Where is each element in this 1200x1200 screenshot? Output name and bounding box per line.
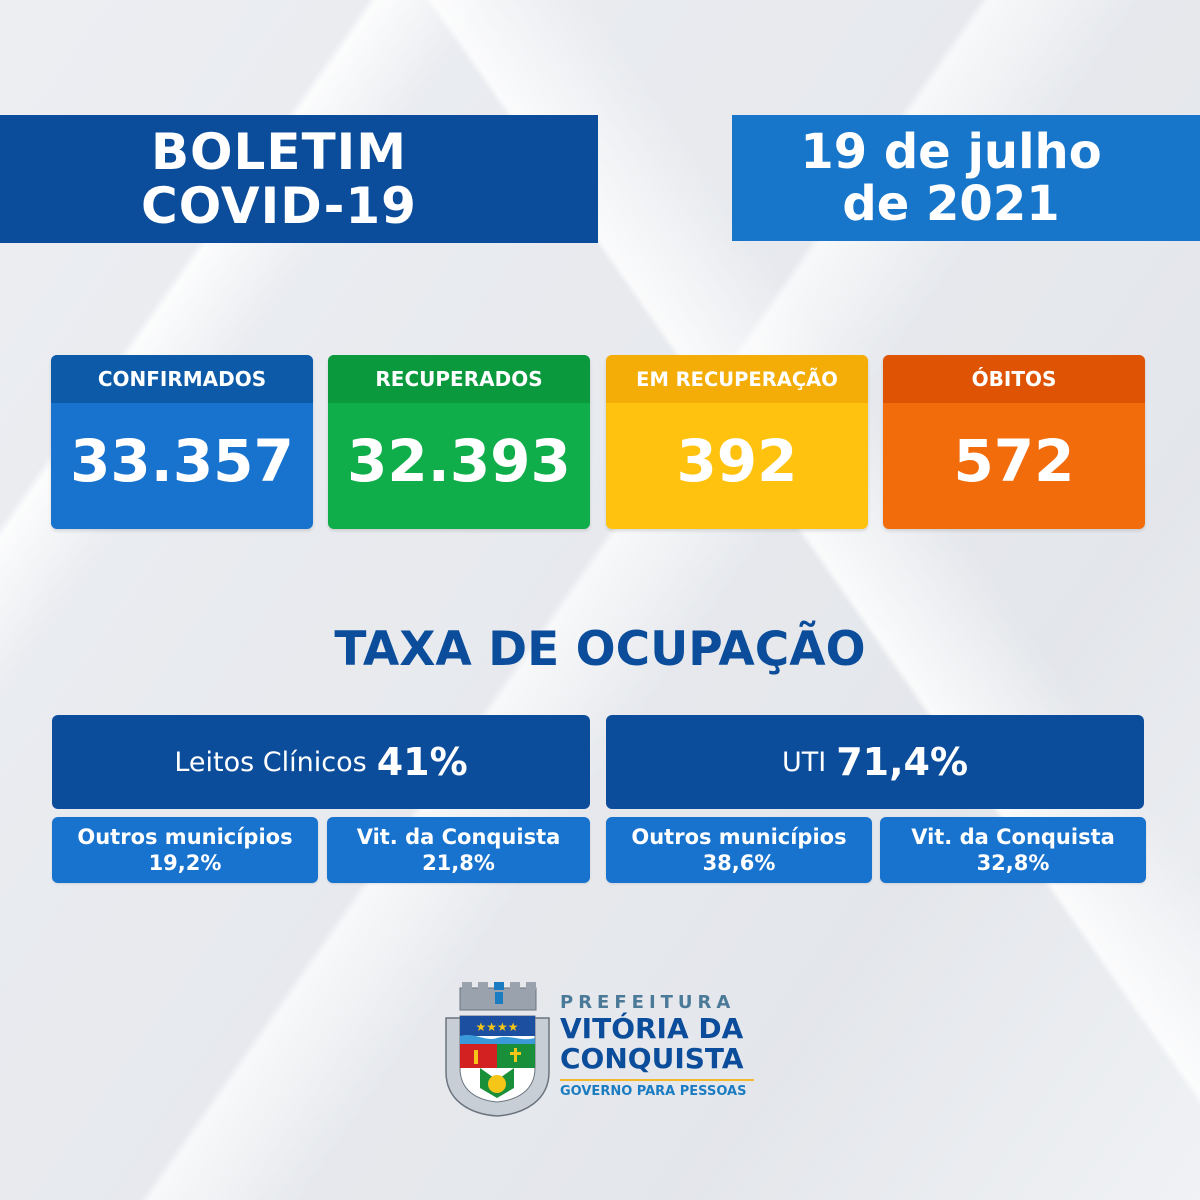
stat-card-confirmed: CONFIRMADOS 33.357 [51, 355, 313, 529]
logo-city-line1: VITÓRIA DA [560, 1012, 744, 1045]
breakdown-value: 19,2% [148, 851, 222, 875]
stat-label: CONFIRMADOS [51, 355, 313, 403]
clinical-vitoria-conquista: Vit. da Conquista 21,8% [327, 817, 590, 883]
svg-text:★★★★: ★★★★ [475, 1020, 518, 1034]
breakdown-label: Vit. da Conquista [911, 825, 1115, 849]
city-crest-icon: ★★★★ [445, 982, 550, 1117]
icu-value: 71,4% [836, 740, 969, 784]
stat-value: 392 [676, 427, 798, 495]
logo-slogan: GOVERNO PARA PESSOAS [560, 1084, 747, 1099]
clinical-beds-box: Leitos Clínicos 41% [52, 715, 590, 809]
breakdown-label: Vit. da Conquista [356, 825, 561, 849]
stat-value: 572 [953, 427, 1075, 495]
clinical-beds-value: 41% [376, 740, 468, 784]
icu-other-municipalities: Outros municípios 38,6% [606, 817, 872, 883]
stat-label: RECUPERADOS [328, 355, 590, 403]
logo-prefeitura: PREFEITURA [560, 992, 736, 1013]
clinical-other-municipalities: Outros municípios 19,2% [52, 817, 318, 883]
stat-card-recovering: EM RECUPERAÇÃO 392 [606, 355, 868, 529]
logo-city-line2: CONQUISTA [560, 1042, 744, 1075]
clinical-beds-label: Leitos Clínicos [174, 746, 367, 778]
city-logo: ★★★★ PREFEITURA VITÓRIA DA CONQUISTA GOV… [440, 980, 770, 1120]
stat-card-deaths: ÓBITOS 572 [883, 355, 1145, 529]
stat-value: 32.393 [347, 427, 571, 495]
occupancy-title: TAXA DE OCUPAÇÃO [334, 622, 866, 677]
logo-city-name: VITÓRIA DA CONQUISTA [560, 1014, 744, 1074]
logo-divider [560, 1079, 754, 1081]
breakdown-value: 32,8% [976, 851, 1050, 875]
icu-vitoria-conquista: Vit. da Conquista 32,8% [880, 817, 1146, 883]
stat-label: ÓBITOS [883, 355, 1145, 403]
breakdown-value: 38,6% [702, 851, 776, 875]
stat-card-recovered: RECUPERADOS 32.393 [328, 355, 590, 529]
stat-label: EM RECUPERAÇÃO [606, 355, 868, 403]
bulletin-title-line2: COVID-19 [141, 177, 417, 235]
breakdown-label: Outros municípios [77, 825, 293, 849]
date-line1: 19 de julho [800, 124, 1102, 180]
icu-box: UTI 71,4% [606, 715, 1144, 809]
bulletin-date-box: 19 de julho de 2021 [732, 115, 1200, 241]
breakdown-label: Outros municípios [631, 825, 847, 849]
breakdown-value: 21,8% [422, 851, 495, 875]
bulletin-title-box: BOLETIM COVID-19 [0, 115, 598, 243]
icu-label: UTI [781, 746, 827, 778]
date-line2: de 2021 [842, 176, 1060, 232]
stat-value: 33.357 [70, 427, 294, 495]
bulletin-title-line1: BOLETIM [150, 123, 408, 181]
